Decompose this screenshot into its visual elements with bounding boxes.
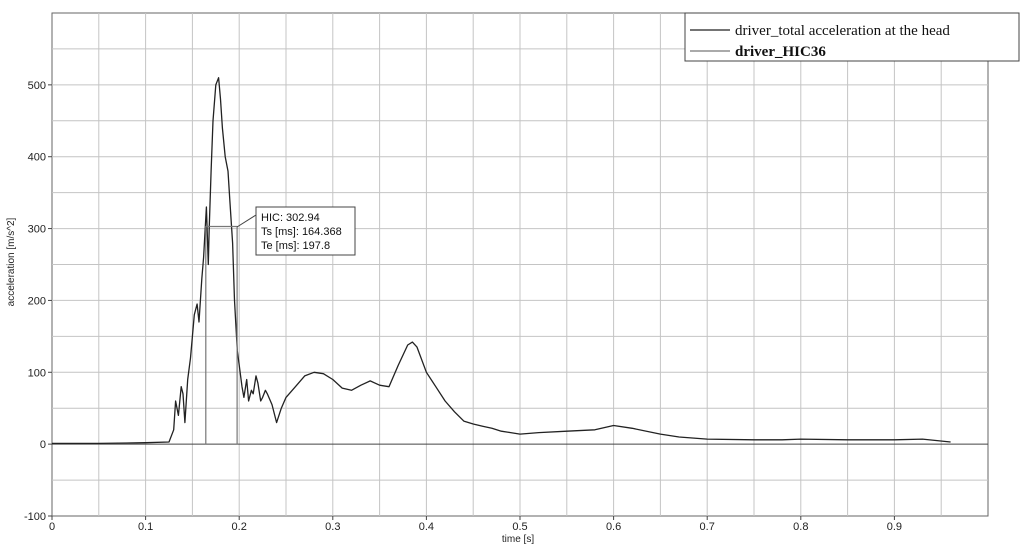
- annotation-hic: HIC: 302.94: [261, 212, 320, 224]
- x-tick-label: 0.6: [606, 521, 621, 533]
- x-tick-label: 0.1: [138, 521, 153, 533]
- y-tick-label: 400: [28, 152, 46, 164]
- x-tick-label: 0.4: [419, 521, 434, 533]
- x-tick-label: 0: [49, 521, 55, 533]
- y-tick-label: 200: [28, 295, 46, 307]
- y-tick-label: 500: [28, 80, 46, 92]
- legend: driver_total acceleration at the head dr…: [684, 12, 1020, 62]
- legend-label-acceleration: driver_total acceleration at the head: [735, 23, 950, 39]
- x-tick-label: 0.5: [512, 521, 527, 533]
- x-tick-label: 0.2: [232, 521, 247, 533]
- y-tick-label: -100: [24, 511, 46, 523]
- x-tick-label: 0.8: [793, 521, 808, 533]
- series-lines: [52, 77, 951, 445]
- y-axis-title: acceleration [m/s^2]: [6, 217, 17, 306]
- x-axis-ticks: 0 0.1 0.2 0.3 0.4 0.5 0.6 0.7 0.8 0.9: [49, 516, 902, 533]
- series-line-hic36: [205, 225, 238, 445]
- y-tick-label: 300: [28, 224, 46, 236]
- x-tick-label: 0.9: [887, 521, 902, 533]
- y-axis-ticks: -100 0 100 200 300 400 500: [24, 80, 52, 523]
- legend-label-hic36: driver_HIC36: [735, 44, 826, 60]
- x-tick-label: 0.3: [325, 521, 340, 533]
- y-tick-label: 0: [40, 439, 46, 451]
- x-axis-title: time [s]: [502, 534, 534, 544]
- y-tick-label: 100: [28, 367, 46, 379]
- x-tick-label: 0.7: [700, 521, 715, 533]
- hic-annotation: HIC: 302.94 Ts [ms]: 164.368 Te [ms]: 19…: [236, 206, 356, 256]
- grid-lines: [52, 13, 988, 516]
- annotation-ts: Ts [ms]: 164.368: [261, 226, 342, 238]
- annotation-te: Te [ms]: 197.8: [261, 240, 330, 252]
- series-line-acceleration: [52, 77, 951, 445]
